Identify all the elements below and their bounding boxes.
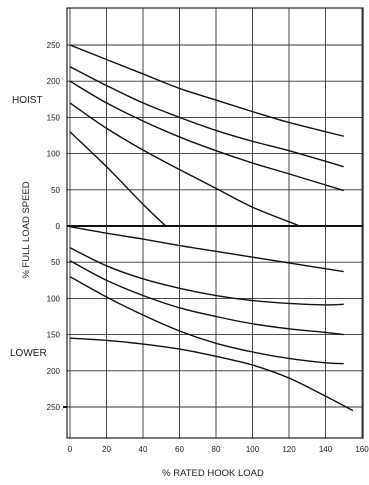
series-line-3 (69, 80, 344, 192)
x-tick-labels: 0 20 40 60 80 100 120 140 160 (68, 445, 369, 454)
plot-frame (66, 7, 364, 439)
y-tick-label: 250 (47, 41, 61, 50)
y-tick-label: 200 (47, 367, 61, 376)
series-line-1 (69, 44, 344, 137)
lower-label: LOWER (10, 348, 47, 359)
axes (63, 7, 364, 439)
series-line-5 (69, 131, 166, 226)
x-tick-label: 100 (246, 445, 260, 454)
y-tick-label: 50 (51, 186, 60, 195)
series-curves (69, 44, 354, 412)
series-line-10 (69, 337, 354, 412)
grid (67, 8, 363, 438)
x-tick-label: 120 (282, 445, 296, 454)
x-tick-label: 40 (139, 445, 148, 454)
x-tick-label: 0 (68, 445, 73, 454)
y-tick-label: 50 (51, 258, 60, 267)
y-tick-label: 150 (47, 331, 61, 340)
y-tick-label: 100 (47, 294, 61, 303)
hoist-label: HOIST (12, 95, 43, 106)
series-line-8 (69, 260, 344, 336)
series-line-6 (69, 226, 344, 273)
y-tick-label: 200 (47, 77, 61, 86)
x-tick-label: 160 (355, 445, 369, 454)
y-tick-label: 100 (47, 150, 61, 159)
x-tick-label: 60 (175, 445, 184, 454)
y-tick-label: 150 (47, 113, 61, 122)
series-line-4 (69, 102, 299, 226)
series-line-7 (69, 247, 344, 306)
y-tick-labels: 250 200 150 100 50 0 50 100 150 200 250 (47, 41, 61, 412)
x-tick-label: 20 (102, 445, 111, 454)
y-tick-label: 0 (56, 222, 61, 231)
y-tick-label: 250 (47, 403, 61, 412)
x-tick-label: 80 (212, 445, 221, 454)
series-line-2 (69, 66, 344, 168)
x-axis-label: % RATED HOOK LOAD (162, 468, 264, 479)
y-axis-label: % FULL LOAD SPEED (21, 181, 32, 278)
series-line-9 (69, 276, 344, 365)
x-tick-label: 140 (319, 445, 333, 454)
